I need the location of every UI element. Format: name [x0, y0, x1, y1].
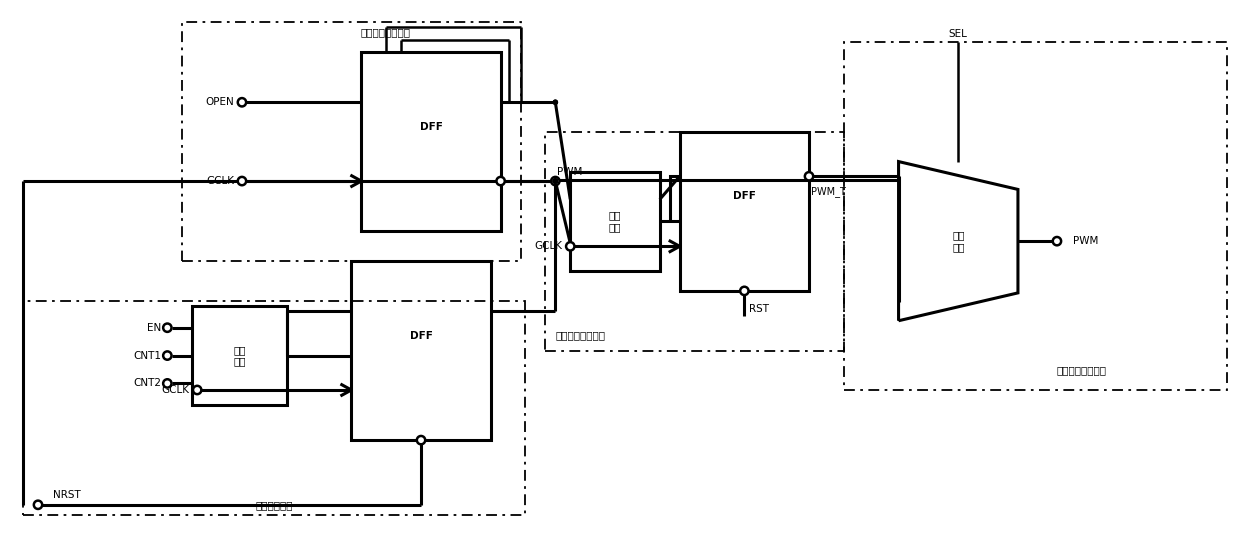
- Circle shape: [164, 324, 171, 332]
- Bar: [351, 261, 491, 440]
- Circle shape: [1053, 237, 1061, 245]
- Circle shape: [238, 98, 246, 107]
- Circle shape: [553, 179, 558, 184]
- Circle shape: [33, 500, 42, 509]
- Bar: [361, 52, 501, 231]
- Circle shape: [551, 177, 559, 185]
- Circle shape: [193, 386, 201, 394]
- Text: 选择
输出: 选择 输出: [952, 230, 965, 252]
- Circle shape: [740, 287, 749, 295]
- Text: 开路信号同步电路: 开路信号同步电路: [360, 27, 410, 37]
- Text: PWM: PWM: [1073, 236, 1099, 246]
- Text: GCLK: GCLK: [534, 241, 562, 252]
- Bar: [844, 42, 1226, 391]
- Text: 开路位置记录电路: 开路位置记录电路: [556, 331, 605, 341]
- Bar: [570, 171, 660, 271]
- Circle shape: [553, 179, 558, 184]
- Text: GCLK: GCLK: [161, 385, 190, 395]
- Circle shape: [496, 177, 505, 185]
- Text: NRST: NRST: [53, 490, 81, 500]
- Circle shape: [238, 177, 246, 185]
- Bar: [192, 306, 286, 405]
- Text: CNT2: CNT2: [134, 378, 161, 388]
- Text: PWM_T: PWM_T: [811, 186, 846, 197]
- Circle shape: [553, 179, 558, 184]
- Bar: [680, 131, 808, 291]
- Bar: [24, 301, 526, 514]
- Text: PWM: PWM: [557, 167, 583, 177]
- Text: EN: EN: [148, 322, 161, 333]
- Text: OPEN: OPEN: [206, 97, 234, 107]
- Text: RST: RST: [749, 304, 769, 314]
- Text: 屏蔽开路输出电路: 屏蔽开路输出电路: [1056, 366, 1106, 375]
- Bar: [182, 22, 521, 261]
- Circle shape: [805, 172, 813, 181]
- Bar: [546, 131, 844, 351]
- Text: 使能
处理: 使能 处理: [233, 345, 246, 366]
- Text: DFF: DFF: [409, 331, 433, 341]
- Text: DFF: DFF: [733, 192, 756, 201]
- Text: DFF: DFF: [419, 122, 443, 132]
- Circle shape: [553, 100, 558, 105]
- Circle shape: [417, 436, 425, 444]
- Text: 使能处理电路: 使能处理电路: [255, 500, 293, 510]
- Text: SEL: SEL: [949, 29, 967, 39]
- Text: GCLK: GCLK: [206, 176, 234, 186]
- Text: 坏点
记录: 坏点 记录: [609, 210, 621, 232]
- Circle shape: [164, 379, 171, 387]
- Circle shape: [553, 179, 558, 184]
- Text: CNT1: CNT1: [134, 351, 161, 360]
- Circle shape: [567, 242, 574, 250]
- Circle shape: [164, 352, 171, 360]
- Circle shape: [553, 100, 558, 105]
